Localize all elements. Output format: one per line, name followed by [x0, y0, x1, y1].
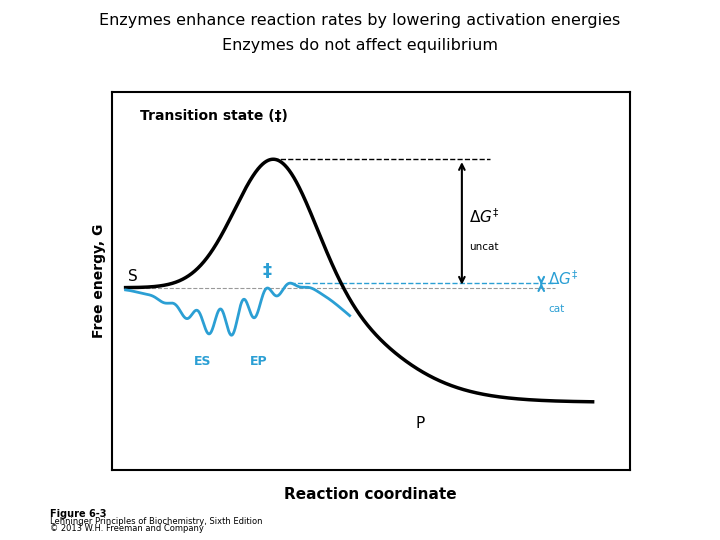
Text: Lehninger Principles of Biochemistry, Sixth Edition: Lehninger Principles of Biochemistry, Si… — [50, 517, 263, 526]
Text: EP: EP — [250, 355, 268, 368]
Text: Figure 6-3: Figure 6-3 — [50, 509, 107, 519]
Text: $\Delta G^{\ddagger}$: $\Delta G^{\ddagger}$ — [548, 269, 579, 288]
Text: uncat: uncat — [469, 242, 498, 252]
Text: S: S — [128, 269, 138, 284]
Text: ‡: ‡ — [263, 262, 271, 280]
Text: Enzymes enhance reaction rates by lowering activation energies: Enzymes enhance reaction rates by loweri… — [99, 14, 621, 29]
Text: © 2013 W.H. Freeman and Company: © 2013 W.H. Freeman and Company — [50, 524, 204, 533]
Text: P: P — [415, 416, 425, 431]
Y-axis label: Free energy, G: Free energy, G — [92, 224, 106, 338]
Text: Reaction coordinate: Reaction coordinate — [284, 487, 457, 502]
Text: cat: cat — [548, 304, 564, 314]
Text: ES: ES — [194, 355, 212, 368]
Text: $\Delta G^{\ddagger}$: $\Delta G^{\ddagger}$ — [469, 207, 499, 226]
Text: Enzymes do not affect equilibrium: Enzymes do not affect equilibrium — [222, 38, 498, 53]
Text: Transition state (‡): Transition state (‡) — [140, 109, 287, 123]
